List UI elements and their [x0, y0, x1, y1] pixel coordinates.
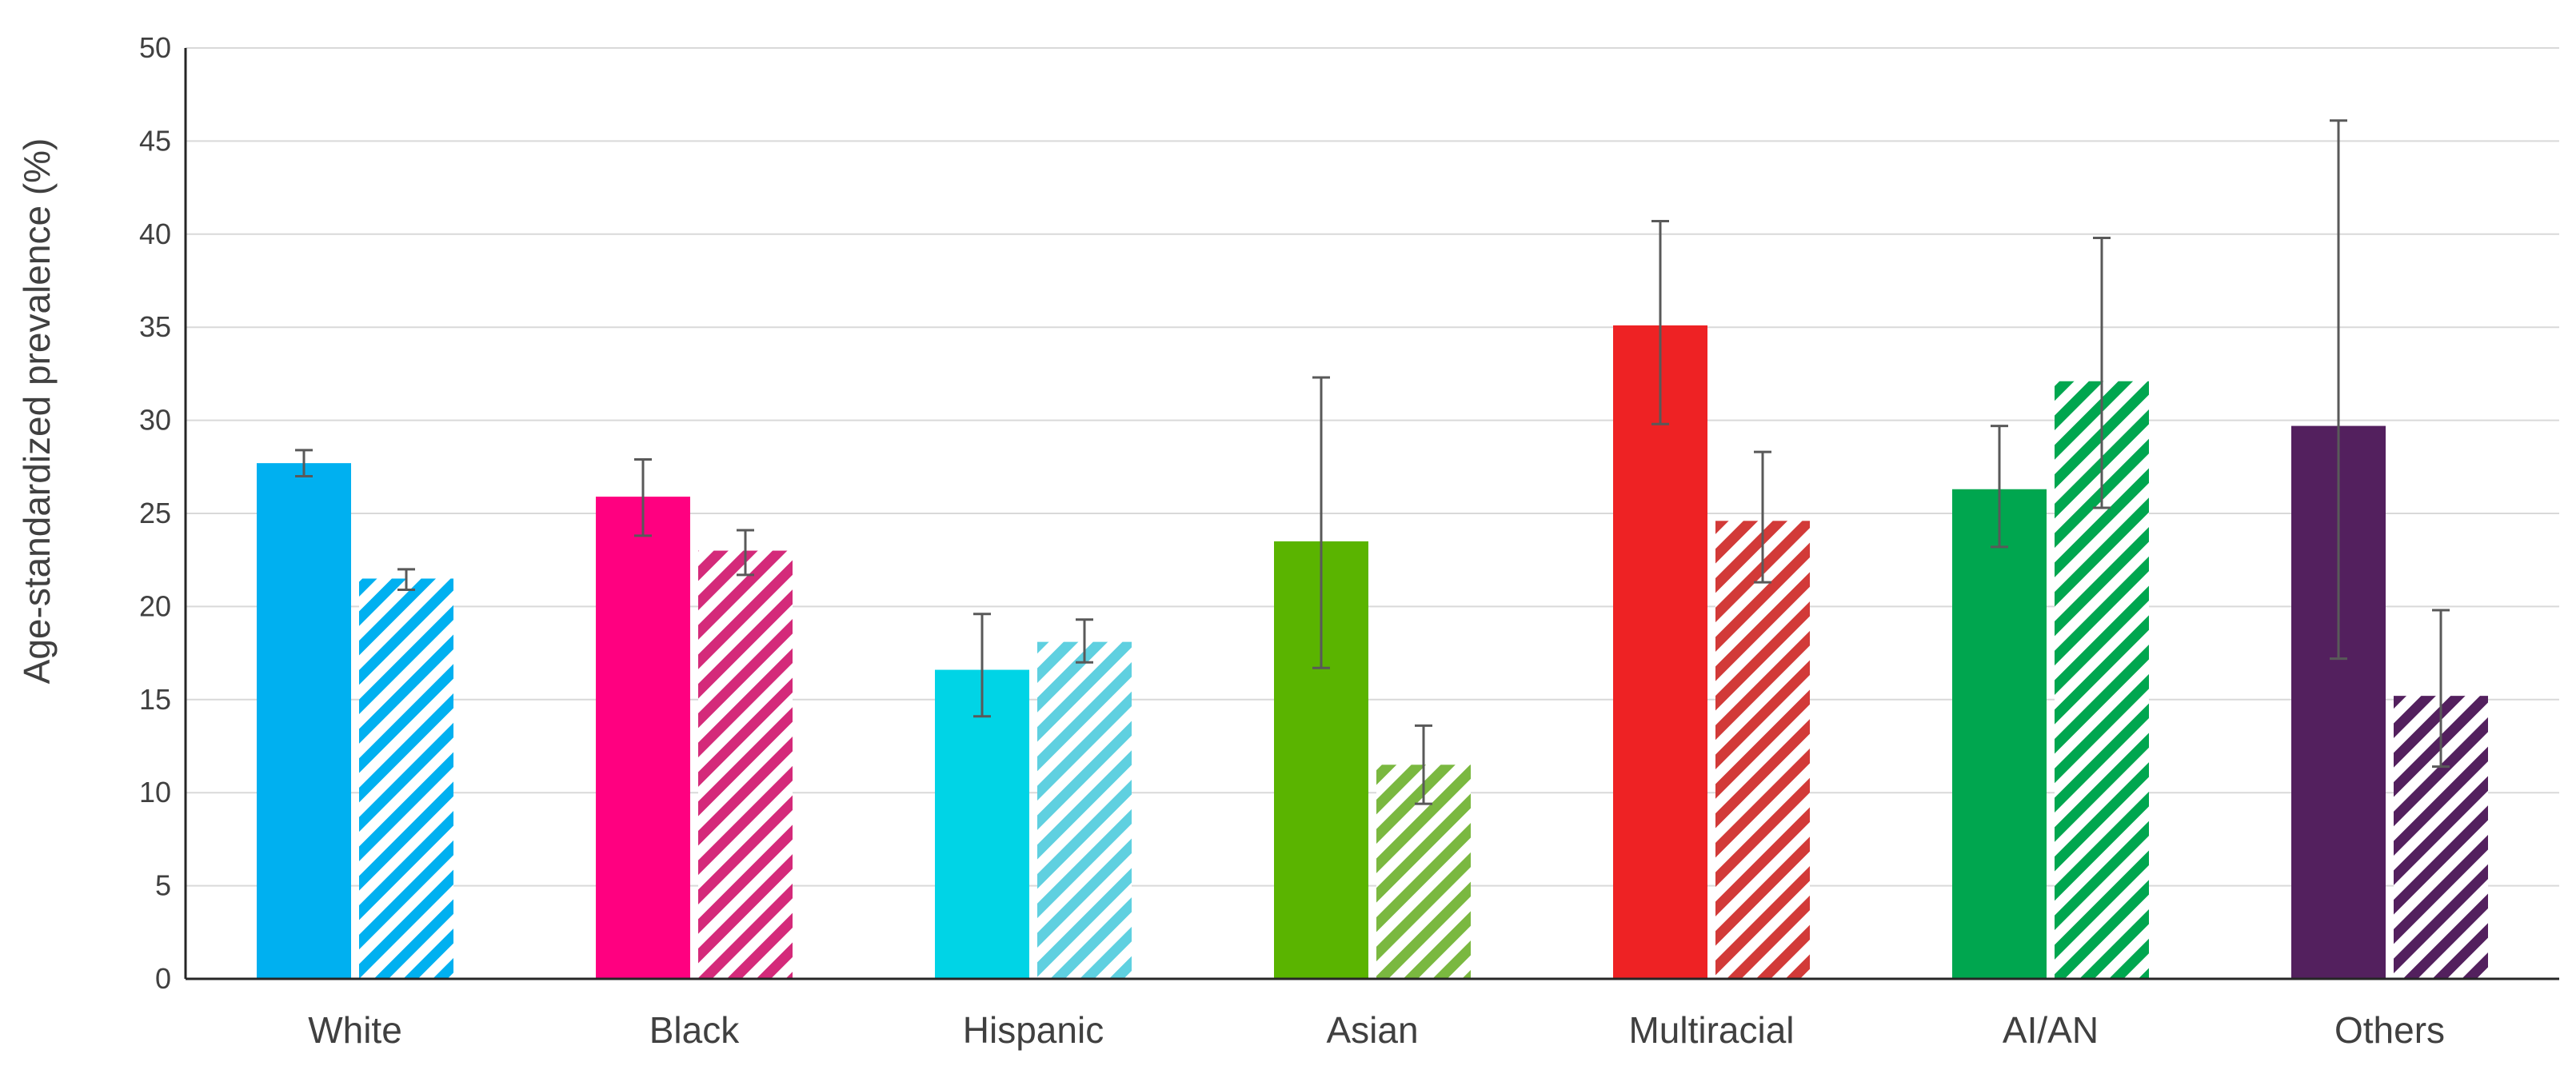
bar-multiracial-hatched: [1715, 521, 1810, 979]
x-tick-label: Multiracial: [1628, 1009, 1794, 1051]
y-tick-label: 10: [139, 776, 171, 809]
y-tick-label: 15: [139, 683, 171, 716]
y-axis-title: Age-standardized prevalence (%): [16, 138, 58, 685]
bar-hispanic-solid: [935, 669, 1029, 979]
x-tick-label: Others: [2334, 1009, 2445, 1051]
axes: 0 5 10 15 20 25 30 35 40 45 50 White Black Hispanic As…: [139, 31, 2559, 1051]
x-tick-label: Black: [649, 1009, 740, 1051]
y-tick-label: 20: [139, 589, 171, 622]
error-bars: [295, 119, 2450, 805]
x-tick-label: White: [308, 1009, 402, 1051]
x-tick-label: Hispanic: [963, 1009, 1104, 1051]
y-tick-label: 35: [139, 310, 171, 343]
bar-hispanic-hatched: [1037, 641, 1132, 979]
y-tick-label: 25: [139, 497, 171, 529]
x-tick-label: Asian: [1326, 1009, 1418, 1051]
bar-black-solid: [596, 497, 690, 979]
bar-multiracial-solid: [1613, 325, 1707, 979]
x-tick-label: AI/AN: [2003, 1009, 2099, 1051]
y-tick-label: 0: [155, 962, 171, 995]
bar-white-solid: [257, 463, 351, 979]
y-tick-label: 5: [155, 869, 171, 902]
y-tick-label: 30: [139, 404, 171, 437]
bar-black-hatched: [698, 550, 793, 979]
gridlines: [186, 47, 2559, 887]
bar-white-hatched: [359, 578, 453, 979]
bars: [257, 325, 2488, 979]
y-tick-label: 40: [139, 218, 171, 250]
y-tick-label: 50: [139, 31, 171, 64]
bar-ai-an-solid: [1952, 489, 2047, 979]
y-tick-label: 45: [139, 124, 171, 157]
